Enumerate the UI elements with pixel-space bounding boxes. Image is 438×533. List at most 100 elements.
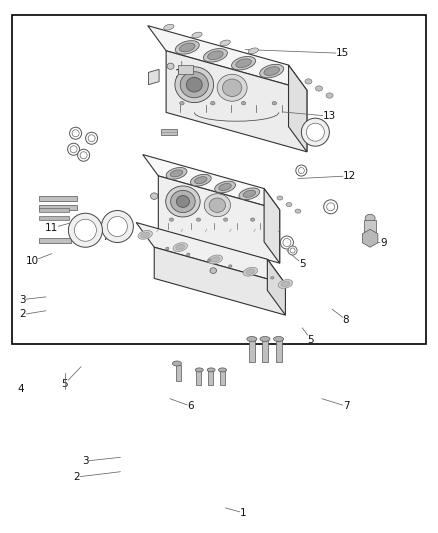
Ellipse shape bbox=[324, 200, 338, 214]
Text: 4: 4 bbox=[18, 384, 25, 394]
Bar bbox=[161, 129, 177, 135]
Bar bbox=[208, 371, 213, 385]
Bar bbox=[39, 216, 69, 220]
Text: 3: 3 bbox=[82, 456, 120, 466]
Polygon shape bbox=[136, 222, 286, 284]
Ellipse shape bbox=[80, 152, 87, 159]
Ellipse shape bbox=[264, 67, 279, 76]
Ellipse shape bbox=[173, 361, 181, 366]
Text: 10: 10 bbox=[25, 254, 52, 266]
Ellipse shape bbox=[217, 74, 247, 101]
Ellipse shape bbox=[241, 101, 246, 105]
Ellipse shape bbox=[301, 118, 329, 146]
Ellipse shape bbox=[315, 86, 322, 91]
Text: 12: 12 bbox=[298, 171, 356, 181]
Bar bbox=[196, 371, 201, 385]
Bar bbox=[39, 238, 71, 243]
Text: 6: 6 bbox=[170, 399, 194, 411]
Polygon shape bbox=[143, 155, 280, 210]
Ellipse shape bbox=[208, 259, 211, 261]
Ellipse shape bbox=[219, 183, 231, 190]
Bar bbox=[176, 365, 181, 381]
Ellipse shape bbox=[74, 219, 96, 241]
Ellipse shape bbox=[204, 193, 230, 217]
Ellipse shape bbox=[236, 59, 251, 68]
Ellipse shape bbox=[70, 146, 77, 153]
Ellipse shape bbox=[151, 193, 158, 199]
Ellipse shape bbox=[141, 232, 150, 238]
Ellipse shape bbox=[170, 218, 173, 221]
Ellipse shape bbox=[296, 165, 307, 176]
Ellipse shape bbox=[207, 368, 215, 372]
Text: 5: 5 bbox=[302, 328, 314, 344]
Ellipse shape bbox=[138, 230, 152, 239]
Ellipse shape bbox=[191, 174, 211, 186]
Ellipse shape bbox=[85, 132, 98, 144]
Ellipse shape bbox=[295, 209, 301, 213]
Ellipse shape bbox=[283, 238, 291, 247]
Text: 1: 1 bbox=[226, 508, 247, 518]
Bar bbox=[178, 65, 193, 74]
Ellipse shape bbox=[211, 101, 215, 105]
Ellipse shape bbox=[195, 368, 203, 372]
Ellipse shape bbox=[180, 43, 195, 52]
Text: 11: 11 bbox=[45, 221, 77, 233]
Ellipse shape bbox=[70, 127, 81, 139]
Ellipse shape bbox=[243, 190, 256, 197]
Ellipse shape bbox=[223, 79, 242, 96]
Ellipse shape bbox=[170, 170, 183, 177]
Ellipse shape bbox=[290, 248, 295, 253]
Ellipse shape bbox=[186, 77, 202, 92]
Text: 7: 7 bbox=[102, 224, 117, 242]
Bar bbox=[364, 220, 376, 238]
Bar bbox=[39, 208, 69, 212]
Text: 3: 3 bbox=[19, 295, 46, 304]
Ellipse shape bbox=[220, 40, 230, 46]
Ellipse shape bbox=[251, 218, 254, 221]
Ellipse shape bbox=[243, 267, 258, 276]
Text: 14: 14 bbox=[175, 61, 188, 78]
Ellipse shape bbox=[239, 188, 260, 199]
Text: 13: 13 bbox=[283, 111, 336, 121]
Ellipse shape bbox=[173, 243, 187, 252]
Ellipse shape bbox=[166, 167, 187, 179]
Ellipse shape bbox=[232, 56, 255, 70]
Text: 9: 9 bbox=[374, 238, 387, 247]
Ellipse shape bbox=[192, 32, 202, 38]
Ellipse shape bbox=[278, 280, 293, 288]
Ellipse shape bbox=[326, 93, 333, 98]
Ellipse shape bbox=[101, 211, 134, 243]
Ellipse shape bbox=[298, 167, 304, 174]
Bar bbox=[39, 196, 77, 201]
Ellipse shape bbox=[187, 253, 190, 255]
Ellipse shape bbox=[211, 257, 220, 262]
Text: 7: 7 bbox=[322, 399, 350, 411]
Ellipse shape bbox=[176, 245, 185, 250]
Polygon shape bbox=[154, 247, 286, 315]
Text: 8: 8 bbox=[332, 309, 350, 325]
Ellipse shape bbox=[250, 271, 253, 273]
Ellipse shape bbox=[260, 64, 284, 78]
Text: 2: 2 bbox=[73, 472, 120, 482]
Ellipse shape bbox=[175, 41, 199, 54]
Ellipse shape bbox=[306, 123, 325, 141]
Text: 2: 2 bbox=[19, 310, 46, 319]
Ellipse shape bbox=[327, 203, 335, 211]
Ellipse shape bbox=[175, 67, 214, 102]
Ellipse shape bbox=[246, 269, 255, 274]
Ellipse shape bbox=[88, 135, 95, 142]
Ellipse shape bbox=[167, 63, 174, 69]
Ellipse shape bbox=[274, 336, 283, 342]
Ellipse shape bbox=[67, 143, 80, 155]
Polygon shape bbox=[362, 229, 378, 247]
Ellipse shape bbox=[305, 79, 312, 84]
Ellipse shape bbox=[272, 101, 276, 105]
Ellipse shape bbox=[209, 198, 226, 212]
Ellipse shape bbox=[286, 203, 292, 207]
Ellipse shape bbox=[260, 336, 270, 342]
Polygon shape bbox=[166, 51, 307, 152]
Ellipse shape bbox=[271, 277, 274, 279]
Ellipse shape bbox=[68, 213, 102, 247]
Ellipse shape bbox=[78, 149, 90, 161]
Ellipse shape bbox=[223, 218, 228, 221]
